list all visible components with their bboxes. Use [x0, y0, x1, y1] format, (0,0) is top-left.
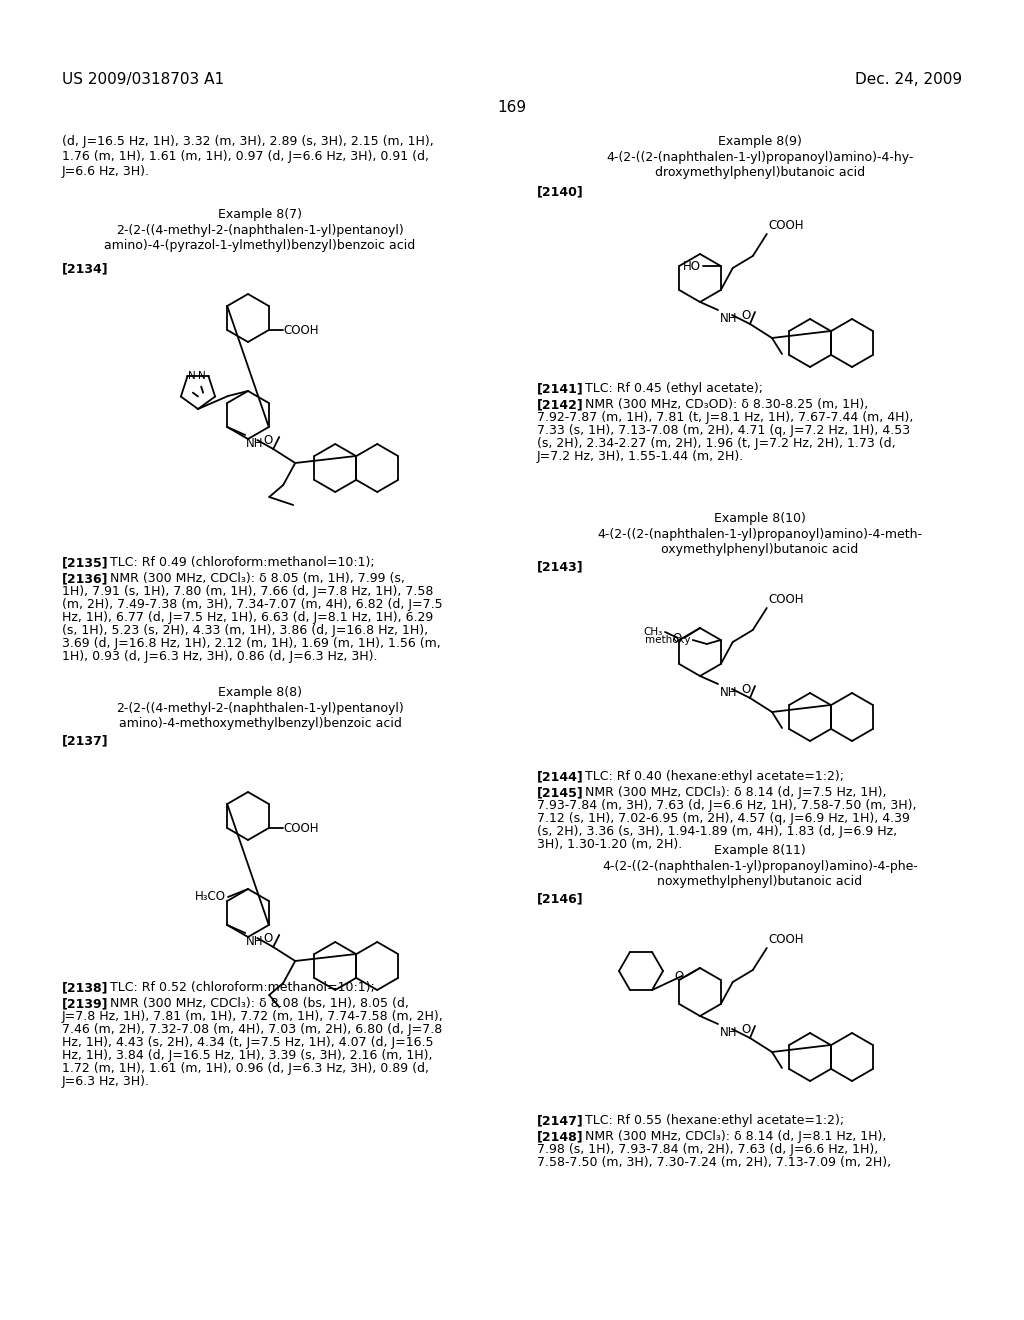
- Text: COOH: COOH: [769, 933, 804, 946]
- Text: COOH: COOH: [284, 821, 319, 834]
- Text: COOH: COOH: [769, 593, 804, 606]
- Text: 2-(2-((4-methyl-2-(naphthalen-1-yl)pentanoyl)
amino)-4-methoxymethylbenzyl)benzo: 2-(2-((4-methyl-2-(naphthalen-1-yl)penta…: [116, 702, 403, 730]
- Text: TLC: Rf 0.45 (ethyl acetate);: TLC: Rf 0.45 (ethyl acetate);: [585, 381, 763, 395]
- Text: O: O: [741, 682, 751, 696]
- Text: TLC: Rf 0.55 (hexane:ethyl acetate=1:2);: TLC: Rf 0.55 (hexane:ethyl acetate=1:2);: [585, 1114, 844, 1127]
- Text: NMR (300 MHz, CDCl₃): δ 8.14 (d, J=7.5 Hz, 1H),: NMR (300 MHz, CDCl₃): δ 8.14 (d, J=7.5 H…: [585, 785, 887, 799]
- Text: COOH: COOH: [769, 219, 804, 232]
- Text: 7.92-7.87 (m, 1H), 7.81 (t, J=8.1 Hz, 1H), 7.67-7.44 (m, 4H),: 7.92-7.87 (m, 1H), 7.81 (t, J=8.1 Hz, 1H…: [537, 411, 913, 424]
- Text: 7.93-7.84 (m, 3H), 7.63 (d, J=6.6 Hz, 1H), 7.58-7.50 (m, 3H),: 7.93-7.84 (m, 3H), 7.63 (d, J=6.6 Hz, 1H…: [537, 799, 916, 812]
- Text: 3H), 1.30-1.20 (m, 2H).: 3H), 1.30-1.20 (m, 2H).: [537, 838, 682, 851]
- Text: [2145]: [2145]: [537, 785, 584, 799]
- Text: O: O: [673, 631, 682, 644]
- Text: 1.72 (m, 1H), 1.61 (m, 1H), 0.96 (d, J=6.3 Hz, 3H), 0.89 (d,: 1.72 (m, 1H), 1.61 (m, 1H), 0.96 (d, J=6…: [62, 1063, 429, 1074]
- Text: CH₃: CH₃: [644, 627, 663, 638]
- Text: 1H), 7.91 (s, 1H), 7.80 (m, 1H), 7.66 (d, J=7.8 Hz, 1H), 7.58: 1H), 7.91 (s, 1H), 7.80 (m, 1H), 7.66 (d…: [62, 585, 433, 598]
- Text: NMR (300 MHz, CDCl₃): δ 8.08 (bs, 1H), 8.05 (d,: NMR (300 MHz, CDCl₃): δ 8.08 (bs, 1H), 8…: [110, 997, 409, 1010]
- Text: NH: NH: [246, 935, 264, 948]
- Text: 4-(2-((2-(naphthalen-1-yl)propanoyl)amino)-4-meth-
oxymethylphenyl)butanoic acid: 4-(2-((2-(naphthalen-1-yl)propanoyl)amin…: [597, 528, 923, 556]
- Text: O: O: [741, 309, 751, 322]
- Text: 169: 169: [498, 100, 526, 115]
- Text: NH: NH: [246, 437, 264, 450]
- Text: 3.69 (d, J=16.8 Hz, 1H), 2.12 (m, 1H), 1.69 (m, 1H), 1.56 (m,: 3.69 (d, J=16.8 Hz, 1H), 2.12 (m, 1H), 1…: [62, 638, 440, 649]
- Text: [2134]: [2134]: [62, 261, 109, 275]
- Text: [2140]: [2140]: [537, 185, 584, 198]
- Text: Hz, 1H), 3.84 (d, J=16.5 Hz, 1H), 3.39 (s, 3H), 2.16 (m, 1H),: Hz, 1H), 3.84 (d, J=16.5 Hz, 1H), 3.39 (…: [62, 1049, 432, 1063]
- Text: 7.46 (m, 2H), 7.32-7.08 (m, 4H), 7.03 (m, 2H), 6.80 (d, J=7.8: 7.46 (m, 2H), 7.32-7.08 (m, 4H), 7.03 (m…: [62, 1023, 442, 1036]
- Text: 7.98 (s, 1H), 7.93-7.84 (m, 2H), 7.63 (d, J=6.6 Hz, 1H),: 7.98 (s, 1H), 7.93-7.84 (m, 2H), 7.63 (d…: [537, 1143, 879, 1156]
- Text: [2142]: [2142]: [537, 399, 584, 411]
- Text: [2137]: [2137]: [62, 734, 109, 747]
- Text: [2147]: [2147]: [537, 1114, 584, 1127]
- Text: J=6.3 Hz, 3H).: J=6.3 Hz, 3H).: [62, 1074, 150, 1088]
- Text: J=7.8 Hz, 1H), 7.81 (m, 1H), 7.72 (m, 1H), 7.74-7.58 (m, 2H),: J=7.8 Hz, 1H), 7.81 (m, 1H), 7.72 (m, 1H…: [62, 1010, 443, 1023]
- Text: 7.12 (s, 1H), 7.02-6.95 (m, 2H), 4.57 (q, J=6.9 Hz, 1H), 4.39: 7.12 (s, 1H), 7.02-6.95 (m, 2H), 4.57 (q…: [537, 812, 910, 825]
- Text: NMR (300 MHz, CDCl₃): δ 8.14 (d, J=8.1 Hz, 1H),: NMR (300 MHz, CDCl₃): δ 8.14 (d, J=8.1 H…: [585, 1130, 887, 1143]
- Text: (d, J=16.5 Hz, 1H), 3.32 (m, 3H), 2.89 (s, 3H), 2.15 (m, 1H),
1.76 (m, 1H), 1.61: (d, J=16.5 Hz, 1H), 3.32 (m, 3H), 2.89 (…: [62, 135, 434, 178]
- Text: TLC: Rf 0.40 (hexane:ethyl acetate=1:2);: TLC: Rf 0.40 (hexane:ethyl acetate=1:2);: [585, 770, 844, 783]
- Text: COOH: COOH: [284, 323, 319, 337]
- Text: H₃CO: H₃CO: [195, 891, 226, 903]
- Text: 4-(2-((2-(naphthalen-1-yl)propanoyl)amino)-4-phe-
noxymethylphenyl)butanoic acid: 4-(2-((2-(naphthalen-1-yl)propanoyl)amin…: [602, 861, 918, 888]
- Text: O: O: [675, 969, 684, 982]
- Text: TLC: Rf 0.49 (chloroform:methanol=10:1);: TLC: Rf 0.49 (chloroform:methanol=10:1);: [110, 556, 375, 569]
- Text: J=7.2 Hz, 3H), 1.55-1.44 (m, 2H).: J=7.2 Hz, 3H), 1.55-1.44 (m, 2H).: [537, 450, 744, 463]
- Text: NH: NH: [720, 312, 737, 325]
- Text: [2143]: [2143]: [537, 560, 584, 573]
- Text: HO: HO: [683, 260, 700, 272]
- Text: [2144]: [2144]: [537, 770, 584, 783]
- Text: Hz, 1H), 6.77 (d, J=7.5 Hz, 1H), 6.63 (d, J=8.1 Hz, 1H), 6.29: Hz, 1H), 6.77 (d, J=7.5 Hz, 1H), 6.63 (d…: [62, 611, 433, 624]
- Text: (s, 2H), 3.36 (s, 3H), 1.94-1.89 (m, 4H), 1.83 (d, J=6.9 Hz,: (s, 2H), 3.36 (s, 3H), 1.94-1.89 (m, 4H)…: [537, 825, 897, 838]
- Text: NMR (300 MHz, CD₃OD): δ 8.30-8.25 (m, 1H),: NMR (300 MHz, CD₃OD): δ 8.30-8.25 (m, 1H…: [585, 399, 868, 411]
- Text: 7.58-7.50 (m, 3H), 7.30-7.24 (m, 2H), 7.13-7.09 (m, 2H),: 7.58-7.50 (m, 3H), 7.30-7.24 (m, 2H), 7.…: [537, 1156, 891, 1170]
- Text: 1H), 0.93 (d, J=6.3 Hz, 3H), 0.86 (d, J=6.3 Hz, 3H).: 1H), 0.93 (d, J=6.3 Hz, 3H), 0.86 (d, J=…: [62, 649, 378, 663]
- Text: TLC: Rf 0.52 (chloroform:methanol=10:1);: TLC: Rf 0.52 (chloroform:methanol=10:1);: [110, 981, 375, 994]
- Text: O: O: [741, 1023, 751, 1036]
- Text: [2148]: [2148]: [537, 1130, 584, 1143]
- Text: 4-(2-((2-(naphthalen-1-yl)propanoyl)amino)-4-hy-
droxymethylphenyl)butanoic acid: 4-(2-((2-(naphthalen-1-yl)propanoyl)amin…: [606, 150, 913, 180]
- Text: [2139]: [2139]: [62, 997, 109, 1010]
- Text: O: O: [263, 434, 272, 447]
- Text: (m, 2H), 7.49-7.38 (m, 3H), 7.34-7.07 (m, 4H), 6.82 (d, J=7.5: (m, 2H), 7.49-7.38 (m, 3H), 7.34-7.07 (m…: [62, 598, 442, 611]
- Text: Example 8(8): Example 8(8): [218, 686, 302, 700]
- Text: [2135]: [2135]: [62, 556, 109, 569]
- Text: methoxy: methoxy: [645, 635, 691, 645]
- Text: [2136]: [2136]: [62, 572, 109, 585]
- Text: O: O: [263, 932, 272, 945]
- Text: Hz, 1H), 4.43 (s, 2H), 4.34 (t, J=7.5 Hz, 1H), 4.07 (d, J=16.5: Hz, 1H), 4.43 (s, 2H), 4.34 (t, J=7.5 Hz…: [62, 1036, 433, 1049]
- Text: 2-(2-((4-methyl-2-(naphthalen-1-yl)pentanoyl)
amino)-4-(pyrazol-1-ylmethyl)benzy: 2-(2-((4-methyl-2-(naphthalen-1-yl)penta…: [104, 224, 416, 252]
- Text: (s, 1H), 5.23 (s, 2H), 4.33 (m, 1H), 3.86 (d, J=16.8 Hz, 1H),: (s, 1H), 5.23 (s, 2H), 4.33 (m, 1H), 3.8…: [62, 624, 428, 638]
- Text: NH: NH: [720, 1026, 737, 1039]
- Text: Example 8(9): Example 8(9): [718, 135, 802, 148]
- Text: Dec. 24, 2009: Dec. 24, 2009: [855, 73, 962, 87]
- Text: [2141]: [2141]: [537, 381, 584, 395]
- Text: Example 8(11): Example 8(11): [714, 843, 806, 857]
- Text: [2146]: [2146]: [537, 892, 584, 906]
- Text: Example 8(7): Example 8(7): [218, 209, 302, 220]
- Text: N: N: [198, 371, 206, 381]
- Text: 7.33 (s, 1H), 7.13-7.08 (m, 2H), 4.71 (q, J=7.2 Hz, 1H), 4.53: 7.33 (s, 1H), 7.13-7.08 (m, 2H), 4.71 (q…: [537, 424, 910, 437]
- Text: NMR (300 MHz, CDCl₃): δ 8.05 (m, 1H), 7.99 (s,: NMR (300 MHz, CDCl₃): δ 8.05 (m, 1H), 7.…: [110, 572, 404, 585]
- Text: [2138]: [2138]: [62, 981, 109, 994]
- Text: (s, 2H), 2.34-2.27 (m, 2H), 1.96 (t, J=7.2 Hz, 2H), 1.73 (d,: (s, 2H), 2.34-2.27 (m, 2H), 1.96 (t, J=7…: [537, 437, 896, 450]
- Text: NH: NH: [720, 686, 737, 700]
- Text: N: N: [188, 371, 197, 381]
- Text: Example 8(10): Example 8(10): [714, 512, 806, 525]
- Text: US 2009/0318703 A1: US 2009/0318703 A1: [62, 73, 224, 87]
